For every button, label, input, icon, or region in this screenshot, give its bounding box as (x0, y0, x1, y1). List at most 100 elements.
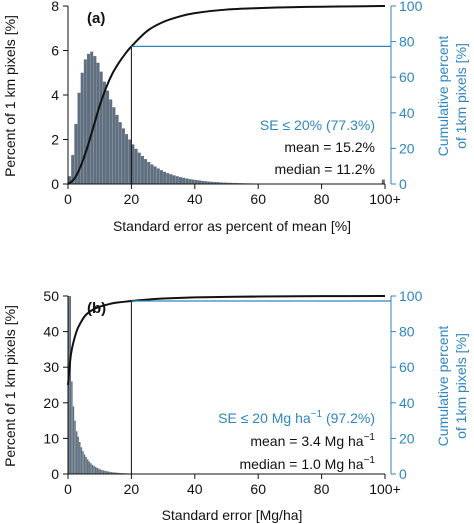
histogram-bar (96, 62, 100, 184)
histogram-bar (147, 161, 151, 184)
histogram-bar (87, 53, 91, 185)
histogram-bar (194, 180, 198, 184)
histogram-bar (96, 467, 98, 474)
panel-a-right-axis-title-line-1: Cumulative percent (435, 36, 451, 157)
histogram-bar (74, 420, 76, 474)
histogram-bar (69, 296, 72, 474)
histogram-bar (91, 464, 94, 474)
histogram-bar (153, 166, 157, 184)
histogram-bar (229, 182, 233, 184)
histogram-bar (109, 471, 111, 474)
histogram-bar (77, 92, 81, 184)
right-y-tick-label: 100 (399, 0, 423, 14)
histogram-bar (80, 72, 84, 184)
histogram-bar (150, 164, 154, 184)
right-y-tick-label: 20 (399, 140, 415, 156)
panel-a-threshold-annotation: SE ≤ 20% (77.3%) (260, 117, 375, 133)
panel-b-right-axis-title-line-1: Cumulative percent (435, 326, 451, 447)
left-y-tick-label: 0 (51, 176, 59, 192)
histogram-bar (204, 181, 208, 184)
histogram-bar (197, 180, 201, 184)
x-tick-label: 100+ (369, 481, 401, 497)
left-y-tick-label: 2 (51, 132, 59, 148)
right-y-tick-label: 80 (399, 34, 415, 50)
histogram-bar (144, 159, 148, 184)
histogram-bar (115, 472, 117, 474)
x-tick-label: 0 (64, 191, 72, 207)
panel-a-mean-annotation: mean = 15.2% (284, 139, 375, 155)
panel-b-y-axis-title: Percent of 1 km pixels [%] (2, 305, 18, 467)
left-y-tick-label: 40 (43, 324, 59, 340)
panel-b-cumulative-line (67, 295, 386, 386)
histogram-bar (83, 454, 86, 474)
right-y-tick-label: 0 (399, 176, 407, 192)
histogram-bar (191, 179, 195, 184)
histogram-bar (156, 168, 160, 184)
right-y-tick-label: 0 (399, 466, 407, 482)
histogram-bar (213, 182, 217, 184)
histogram-bar (207, 181, 211, 184)
histogram-bar (175, 176, 179, 184)
left-y-tick-label: 50 (43, 288, 59, 304)
panel-b-right-axis-title-line-2: of 1km pixels [%] (453, 333, 469, 439)
panel-a-y-axis-title: Percent of 1 km pixels [%] (2, 15, 18, 177)
histogram-bar (169, 174, 173, 184)
x-tick-label: 80 (314, 481, 330, 497)
right-y-tick-label: 40 (399, 395, 415, 411)
panel-a-right-axis-title-line-2: of 1km pixels [%] (453, 43, 469, 149)
histogram-bar (106, 90, 110, 184)
histogram-bar (99, 71, 103, 184)
histogram-bar (85, 456, 87, 474)
panel-b-median-annotation: median = 1.0 Mg ha−1 (239, 455, 375, 472)
x-tick-label: 20 (124, 191, 140, 207)
histogram-bar (80, 447, 83, 474)
histogram-bar (216, 182, 221, 184)
histogram-bar (220, 182, 224, 184)
histogram-bar (134, 148, 138, 184)
right-y-tick-label: 60 (399, 69, 415, 85)
histogram-bar (88, 461, 91, 474)
histogram-bar (163, 171, 167, 184)
histogram-bar (90, 51, 94, 184)
histogram-bar (74, 123, 78, 184)
histogram-bar (137, 152, 141, 184)
histogram-bar (166, 173, 170, 184)
histogram-bar (72, 406, 75, 474)
histogram-bar (94, 467, 97, 474)
left-y-tick-label: 0 (51, 466, 59, 482)
left-y-tick-label: 8 (51, 0, 59, 14)
left-y-tick-label: 20 (43, 395, 59, 411)
histogram-bar (104, 470, 106, 474)
histogram-bar (102, 470, 105, 474)
histogram-bar (201, 180, 205, 184)
panel-b-threshold-annotation: SE ≤ 20 Mg ha−1 (97.2%) (218, 409, 375, 426)
panel-b-label: (b) (87, 300, 106, 317)
histogram-bar (140, 155, 144, 184)
histogram-bar (117, 472, 119, 474)
histogram-bar (79, 441, 81, 474)
left-y-tick-label: 10 (43, 430, 59, 446)
histogram-bar (172, 175, 176, 184)
histogram-bar (128, 139, 132, 184)
histogram-bar (106, 471, 108, 474)
histogram-bar (71, 155, 75, 184)
histogram-bar (71, 381, 73, 474)
right-y-tick-label: 60 (399, 359, 415, 375)
right-y-tick-label: 80 (399, 324, 415, 340)
histogram-bar (118, 472, 121, 474)
histogram-bar (381, 179, 385, 184)
histogram-bar (90, 463, 92, 474)
histogram-bar (121, 128, 125, 185)
x-tick-label: 60 (250, 481, 266, 497)
x-tick-label: 60 (250, 191, 266, 207)
x-tick-label: 40 (187, 191, 203, 207)
histogram-bar (112, 472, 114, 474)
histogram-bar (75, 431, 78, 474)
left-y-tick-label: 4 (51, 87, 59, 103)
histogram-bar (112, 107, 116, 184)
histogram-bar (125, 134, 129, 184)
